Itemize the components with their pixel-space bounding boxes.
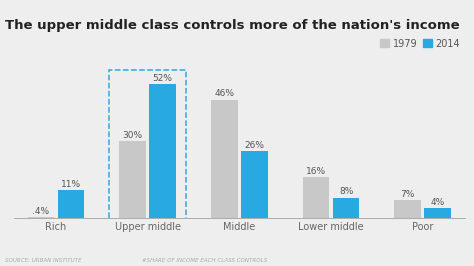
Bar: [57, 190, 84, 218]
Bar: [241, 151, 268, 218]
Text: 30%: 30%: [123, 131, 143, 140]
Text: 52%: 52%: [153, 74, 173, 83]
Bar: [303, 177, 329, 218]
Text: 8%: 8%: [339, 187, 353, 196]
Text: 7%: 7%: [401, 190, 415, 199]
Text: #SHARE OF INCOME EACH CLASS CONTROLS: #SHARE OF INCOME EACH CLASS CONTROLS: [142, 258, 267, 263]
Bar: [109, 70, 186, 219]
Bar: [394, 200, 421, 218]
Bar: [149, 84, 176, 218]
Text: 16%: 16%: [306, 167, 326, 176]
Bar: [425, 208, 451, 218]
Text: .4%: .4%: [32, 207, 49, 216]
Text: 11%: 11%: [61, 180, 81, 189]
Text: 46%: 46%: [214, 89, 234, 98]
Bar: [119, 141, 146, 218]
Text: The upper middle class controls more of the nation's income: The upper middle class controls more of …: [5, 19, 459, 32]
Bar: [333, 198, 359, 218]
Text: 4%: 4%: [431, 198, 445, 206]
Bar: [211, 100, 237, 218]
Bar: [27, 217, 54, 218]
Text: SOURCE: URBAN INSTITUTE: SOURCE: URBAN INSTITUTE: [5, 258, 81, 263]
Text: 26%: 26%: [245, 141, 264, 150]
Legend: 1979, 2014: 1979, 2014: [376, 35, 464, 52]
